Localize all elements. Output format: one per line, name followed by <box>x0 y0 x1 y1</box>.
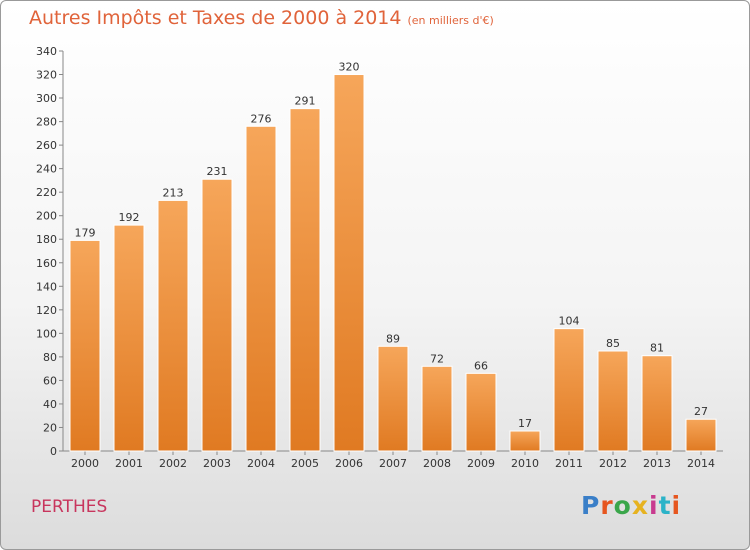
x-tick-label: 2006 <box>335 457 363 470</box>
chart-title: Autres Impôts et Taxes de 2000 à 2014 (en… <box>29 7 494 29</box>
y-tick-label: 240 <box>36 163 57 176</box>
bar-value-label: 192 <box>119 211 140 224</box>
y-tick-label: 300 <box>36 92 57 105</box>
bars <box>69 74 717 452</box>
y-tick-label: 340 <box>36 45 57 58</box>
logo-letter: t <box>658 491 672 520</box>
x-tick-label: 2010 <box>511 457 539 470</box>
y-tick-label: 120 <box>36 304 57 317</box>
bar-value-label: 320 <box>339 61 360 74</box>
proxiti-logo[interactable]: Proxiti <box>581 491 681 520</box>
x-tick-label: 2001 <box>115 457 143 470</box>
x-tick-label: 2009 <box>467 457 495 470</box>
x-tick-label: 2014 <box>687 457 715 470</box>
bar-value-label: 85 <box>606 337 620 350</box>
bar <box>157 199 189 452</box>
bar <box>333 74 365 452</box>
logo-letter: i <box>671 491 682 520</box>
y-tick-label: 260 <box>36 139 57 152</box>
bar <box>377 345 409 452</box>
bar-value-label: 276 <box>251 112 272 125</box>
x-tick-label: 2005 <box>291 457 319 470</box>
x-tick-label: 2004 <box>247 457 275 470</box>
commune-name: PERTHES <box>31 497 108 517</box>
y-tick-label: 60 <box>43 374 57 387</box>
y-tick-label: 20 <box>43 421 57 434</box>
y-tick-label: 80 <box>43 351 57 364</box>
bar-value-label: 231 <box>207 165 228 178</box>
bar-value-label: 72 <box>430 352 444 365</box>
bar <box>465 372 497 452</box>
chart-title-text: Autres Impôts et Taxes de 2000 à 2014 <box>29 7 402 29</box>
logo-letter: P <box>581 491 601 520</box>
bar-value-label: 179 <box>75 226 96 239</box>
bar-value-label: 66 <box>474 359 488 372</box>
bar <box>289 108 321 452</box>
bar <box>685 418 717 452</box>
y-tick-label: 280 <box>36 116 57 129</box>
x-tick-label: 2008 <box>423 457 451 470</box>
bar <box>509 430 541 452</box>
bar <box>597 350 629 452</box>
bar-value-label: 213 <box>163 186 184 199</box>
x-tick-label: 2000 <box>71 457 99 470</box>
y-tick-label: 100 <box>36 327 57 340</box>
chart-subtitle: (en milliers d'€) <box>407 14 494 27</box>
bar-value-label: 89 <box>386 332 400 345</box>
logo-letter: o <box>613 491 632 520</box>
logo-letter: r <box>600 491 614 520</box>
bar-value-label: 17 <box>518 417 532 430</box>
y-tick-label: 140 <box>36 280 57 293</box>
bar-value-label: 27 <box>694 405 708 418</box>
x-tick-label: 2013 <box>643 457 671 470</box>
logo-letter: i <box>649 491 659 520</box>
y-tick-label: 320 <box>36 69 57 82</box>
logo-letter: x <box>631 491 649 520</box>
bar <box>113 224 145 452</box>
x-tick-label: 2011 <box>555 457 583 470</box>
y-tick-label: 220 <box>36 186 57 199</box>
x-tick-label: 2012 <box>599 457 627 470</box>
y-tick-label: 160 <box>36 257 57 270</box>
bar <box>69 239 101 452</box>
y-tick-label: 0 <box>50 445 57 458</box>
bar <box>245 125 277 452</box>
y-tick-label: 40 <box>43 398 57 411</box>
bar <box>553 328 585 452</box>
x-tick-label: 2002 <box>159 457 187 470</box>
y-tick-label: 200 <box>36 210 57 223</box>
bar-value-label: 81 <box>650 342 664 355</box>
bar <box>201 178 233 452</box>
bar <box>641 355 673 452</box>
y-tick-label: 180 <box>36 233 57 246</box>
x-tick-label: 2007 <box>379 457 407 470</box>
bar-value-label: 104 <box>559 315 580 328</box>
bar <box>421 365 453 452</box>
labels: 179 2000 192 2001 213 2002 231 2003 276 2004 291 20… <box>71 61 715 470</box>
x-tick-label: 2003 <box>203 457 231 470</box>
bar-value-label: 291 <box>295 95 316 108</box>
